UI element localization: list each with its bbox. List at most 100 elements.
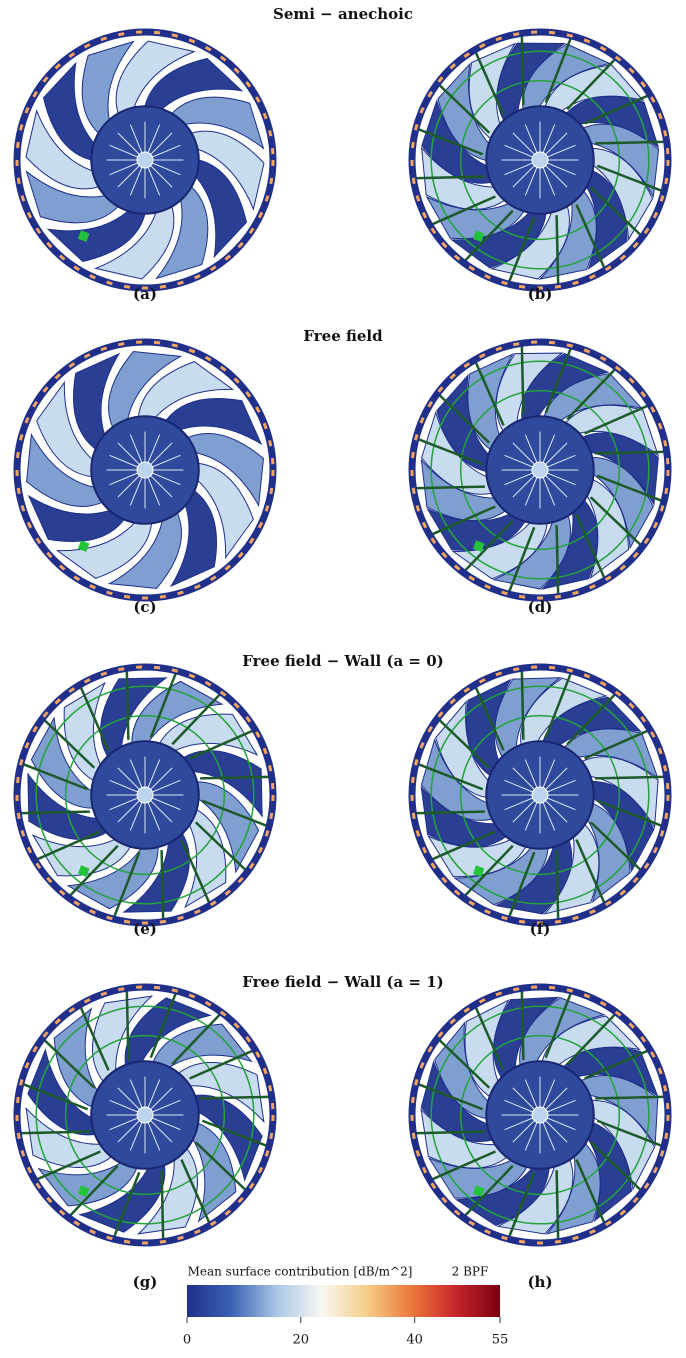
strut [596,164,665,193]
panel-label: (h) [527,1273,552,1291]
strut [544,990,573,1059]
fan-blade [107,350,183,428]
strut [566,366,618,421]
strut [520,33,525,105]
section-title: Free field − Wall (a = 0) [242,652,444,670]
fan-blade [545,1142,601,1235]
strut [462,519,514,574]
fan-rim-dash [15,665,275,925]
strut [436,1037,491,1089]
fan-blade [144,57,244,110]
fan [13,338,277,602]
probe-marker [77,1185,90,1197]
colorbar-label: Mean surface contribution [dB/m^2] [188,1265,413,1279]
hub-center [136,786,154,804]
strut [544,670,573,739]
fan-blade [184,808,227,909]
strut [160,1170,165,1242]
strut [575,1159,607,1226]
strut [507,1171,536,1240]
strut [189,1048,256,1080]
strut [67,844,119,899]
fan [13,663,277,927]
fan-blade [155,186,209,280]
strut-ring [430,50,650,270]
fan-blade [137,361,235,418]
strut [589,186,644,238]
fan-blade [544,64,645,112]
fan-blade [587,1122,633,1223]
fan-blade [427,1157,528,1199]
strut [473,1004,505,1071]
fan-blade [36,380,93,478]
strut [112,1171,141,1240]
strut [171,691,223,746]
strut [78,1004,110,1071]
strut [507,851,536,920]
fan-blade [115,40,196,115]
fan [408,983,672,1247]
strut [67,1164,119,1219]
fan-blade [197,462,254,560]
strut-ring [459,1034,621,1196]
fan [408,28,672,292]
fan [13,983,277,1247]
fan-rim-dash [410,30,670,290]
fan-blade [421,410,493,495]
strut [194,821,249,873]
strut [595,140,667,145]
fan-blade [437,62,490,162]
fan-blade [464,999,510,1098]
fan-blade [152,1023,253,1068]
strut [413,810,485,815]
hub-center [531,1106,549,1124]
strut [41,717,96,769]
strut-ring [35,1005,255,1225]
strut [201,799,270,828]
panel-label: (e) [133,920,157,938]
strut [555,525,560,597]
strut-ring [459,714,621,876]
strut [413,485,485,490]
strut [200,1095,272,1100]
strut [415,437,484,466]
hub-center [136,151,154,169]
strut-ring [64,1034,226,1196]
strut [413,1130,485,1135]
fan-blade [27,494,125,542]
hub-center [531,151,549,169]
colorbar-tick-label: 0 [183,1333,191,1348]
fan-blade [63,681,106,782]
strut [180,1159,212,1226]
strut [555,1170,560,1242]
strut [429,830,496,862]
strut [125,668,130,740]
strut [180,839,212,906]
fan [408,663,672,927]
fan-blade [420,785,507,848]
fan [13,28,277,292]
strut [555,215,560,287]
colorbar-tick-label: 55 [492,1333,509,1348]
fan-blade [195,159,248,259]
fan-blade [190,130,265,211]
strut [125,988,130,1060]
panel-label: (c) [133,598,156,616]
strut [520,343,525,415]
strut [595,775,667,780]
strut [555,850,560,922]
hub-center [136,1106,154,1124]
strut [18,1130,90,1135]
fan-blade [158,713,259,756]
strut-ring [459,79,621,241]
strut [34,1150,101,1182]
strut [20,762,89,791]
strut-ring [430,685,650,905]
fan-rim-dash [15,985,275,1245]
strut [20,1082,89,1111]
fan-blade [492,515,572,590]
strut-ring [430,1005,650,1225]
fan-blade [494,839,573,915]
strut [589,1141,644,1193]
colorbar-tick-label: 20 [293,1333,310,1348]
